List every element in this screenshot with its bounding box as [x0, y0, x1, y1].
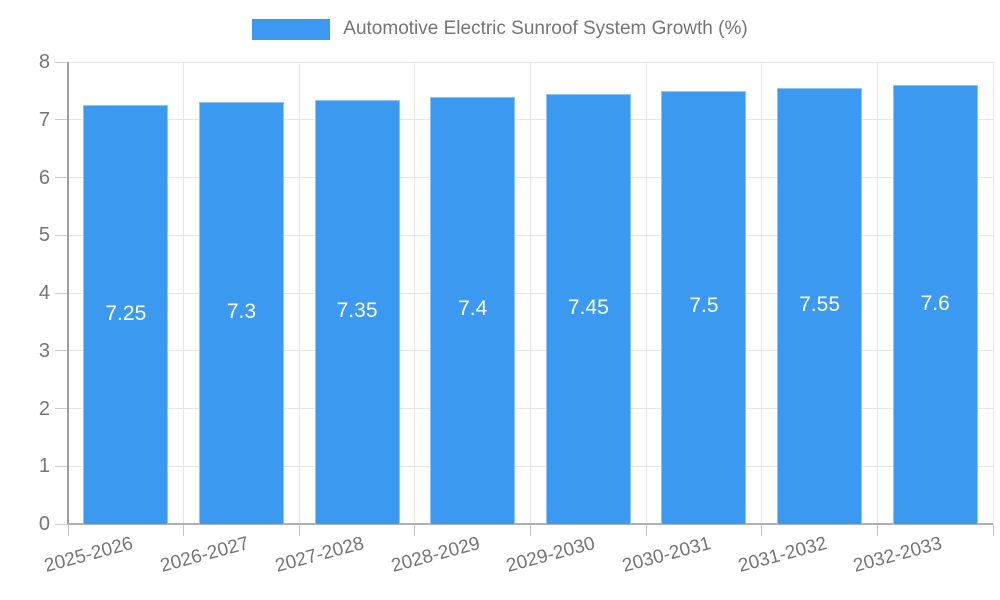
gridline-vertical — [761, 62, 763, 524]
gridline-vertical — [992, 62, 994, 524]
x-axis-tick — [645, 524, 647, 536]
bar-value-label: 7.55 — [799, 292, 840, 316]
bar-value-label: 7.3 — [226, 300, 257, 324]
y-axis-tick — [55, 119, 68, 121]
y-axis-tick — [55, 523, 68, 525]
bar — [545, 93, 631, 524]
legend: Automotive Electric Sunroof System Growt… — [0, 18, 1000, 40]
gridline-vertical — [183, 62, 185, 524]
gridline-vertical — [645, 62, 647, 524]
y-axis-label: 2 — [38, 397, 50, 420]
legend-label: Automotive Electric Sunroof System Growt… — [343, 18, 748, 39]
y-axis-tick — [55, 292, 68, 294]
bar — [198, 102, 284, 524]
bar — [430, 96, 516, 524]
bar — [892, 85, 978, 524]
bar-value-label: 7.25 — [105, 301, 147, 325]
bar — [661, 90, 747, 524]
y-axis-tick — [55, 408, 68, 409]
bar-value-label: 7.5 — [689, 294, 719, 318]
y-axis-label: 3 — [38, 339, 50, 362]
x-axis-tick — [67, 524, 69, 536]
gridline-vertical — [876, 62, 878, 524]
y-axis-tick — [55, 465, 68, 467]
bar-value-label: 7.6 — [920, 291, 950, 315]
x-axis-tick — [530, 524, 531, 536]
bar-value-label: 7.35 — [336, 298, 378, 322]
y-axis-tick — [55, 61, 68, 63]
y-axis-tick — [55, 177, 68, 178]
y-axis-label: 1 — [38, 455, 50, 478]
gridline-vertical — [530, 62, 531, 524]
x-axis-tick — [761, 524, 763, 536]
x-axis-label: 2032-2033 — [719, 533, 944, 577]
y-axis-label: 7 — [38, 108, 50, 131]
y-axis-label: 5 — [38, 224, 50, 247]
x-axis-tick — [876, 524, 878, 536]
bar — [83, 105, 169, 524]
x-axis-tick — [298, 524, 300, 536]
y-axis-label: 4 — [38, 282, 50, 304]
y-axis-label: 6 — [38, 166, 50, 189]
y-axis-line — [67, 62, 69, 524]
y-axis-tick — [55, 234, 68, 236]
x-axis-tick — [183, 524, 185, 536]
gridline-vertical — [298, 62, 300, 524]
x-axis-tick — [992, 524, 994, 536]
x-axis-tick — [414, 524, 416, 536]
x-axis-label-text: 2032-2033 — [851, 533, 945, 577]
y-axis-label: 8 — [38, 51, 50, 73]
y-axis-label: 0 — [38, 513, 50, 535]
y-axis-tick — [55, 350, 68, 352]
bar-value-label: 7.45 — [567, 295, 609, 319]
legend-swatch — [252, 18, 331, 40]
bar-value-label: 7.4 — [458, 297, 488, 321]
bar — [314, 99, 400, 524]
gridline-vertical — [414, 62, 416, 524]
x-axis-line — [68, 523, 993, 525]
bar — [777, 87, 863, 524]
